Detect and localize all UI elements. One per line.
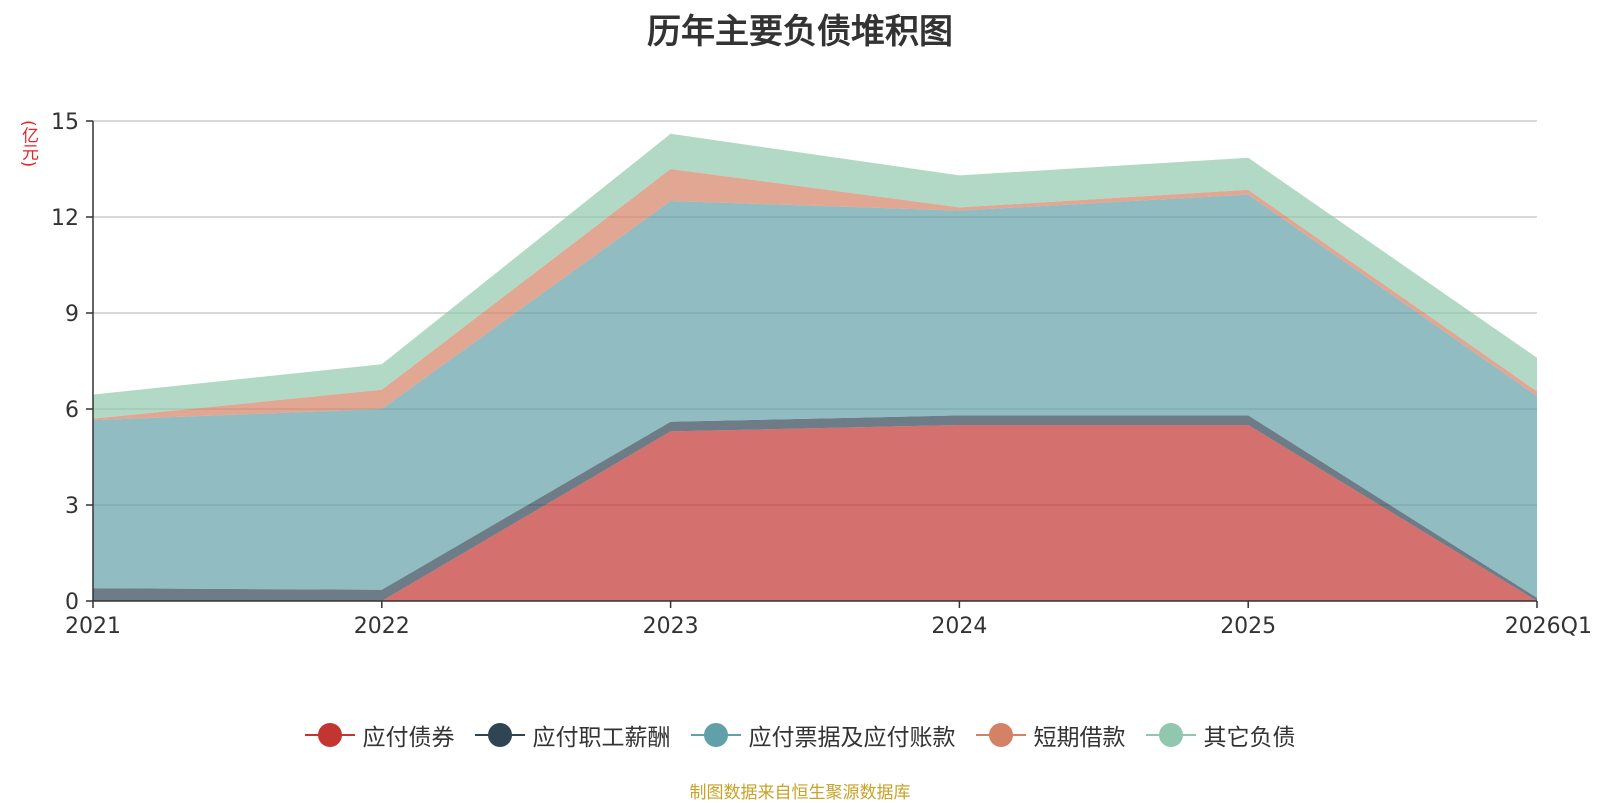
- tick-labels: 0 3 6 9 12 15 2021 2022 2023 2024 2025 2026Q1: [51, 110, 1592, 639]
- x-tick-label: 2021: [65, 614, 121, 639]
- y-tick-label: 3: [65, 494, 79, 519]
- area-series-5: [93, 133, 1537, 419]
- y-tick-label: 12: [51, 206, 79, 231]
- legend-label: 短期借款: [1033, 725, 1126, 751]
- legend-label: 应付职工薪酬: [532, 725, 671, 751]
- legend-dot: [1158, 723, 1183, 747]
- legend-marker-icon: [304, 722, 355, 748]
- legend-item[interactable]: 应付票据及应付账款: [690, 718, 956, 752]
- area-series-1: [93, 425, 1537, 601]
- legend-dot: [703, 723, 728, 747]
- legend-dot: [487, 723, 512, 747]
- legend-marker-icon: [1145, 722, 1196, 748]
- legend-dot: [988, 723, 1013, 747]
- x-tick-label: 2026Q1: [1505, 614, 1592, 639]
- area-series-2: [93, 415, 1537, 601]
- legend-item[interactable]: 应付职工薪酬: [474, 718, 671, 752]
- legend-marker-icon: [975, 722, 1026, 748]
- x-tick-label: 2025: [1220, 614, 1276, 639]
- stacked-area-chart: 0 3 6 9 12 15 2021 2022 2023 2024 2025 2026Q1: [51, 110, 1592, 639]
- axes: [86, 120, 1538, 608]
- chart-title: 历年主要负债堆积图: [647, 12, 953, 52]
- legend-marker-icon: [690, 722, 741, 748]
- x-tick-label: 2023: [643, 614, 699, 639]
- x-tick-label: 2024: [931, 614, 987, 639]
- legend-item[interactable]: 短期借款: [975, 718, 1126, 752]
- legend: 应付债券 应付职工薪酬 应付票据及应付账款 短期借款 其它负债: [0, 718, 1600, 752]
- legend-label: 应付票据及应付账款: [748, 725, 956, 751]
- legend-item[interactable]: 其它负债: [1145, 718, 1296, 752]
- area-series-3: [93, 194, 1537, 598]
- legend-marker-icon: [474, 722, 525, 748]
- area-series: [93, 133, 1537, 601]
- legend-item[interactable]: 应付债券: [304, 718, 455, 752]
- source-note: 制图数据来自恒生聚源数据库: [689, 783, 911, 803]
- x-tick-label: 2022: [354, 614, 410, 639]
- legend-label: 应付债券: [362, 725, 455, 751]
- y-tick-label: 6: [65, 398, 79, 423]
- y-tick-label: 9: [65, 302, 79, 327]
- legend-dot: [317, 723, 342, 747]
- legend-label: 其它负债: [1203, 725, 1296, 751]
- y-tick-label: 15: [51, 110, 79, 135]
- y-axis-unit-label: (亿元): [18, 120, 38, 168]
- y-tick-label: 0: [65, 590, 79, 615]
